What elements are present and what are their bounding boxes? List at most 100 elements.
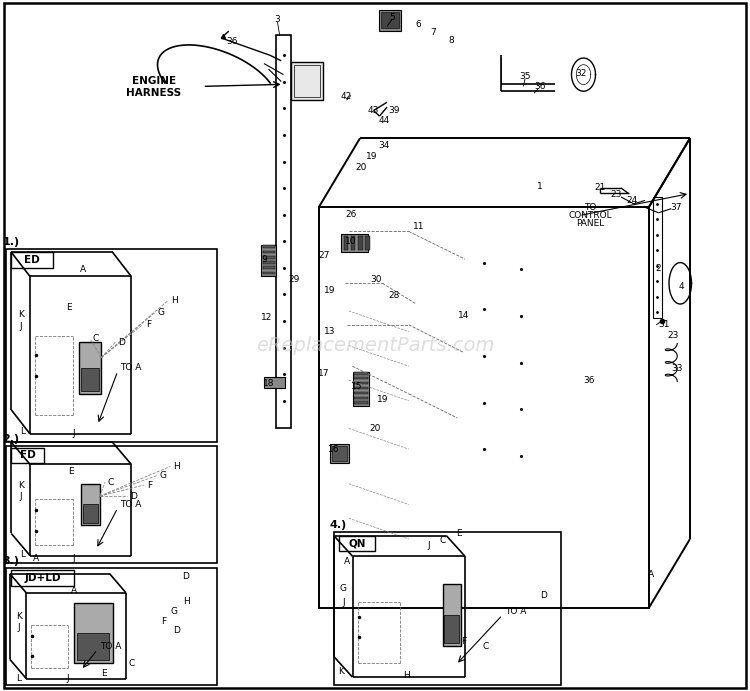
- Text: E: E: [66, 303, 72, 312]
- Text: 4: 4: [678, 282, 684, 292]
- Bar: [11, 448, 44, 463]
- Bar: [81, 484, 100, 525]
- Bar: [262, 261, 274, 264]
- Text: H: H: [183, 596, 189, 606]
- Text: TO A: TO A: [506, 607, 526, 616]
- Bar: [74, 603, 112, 663]
- Bar: [352, 372, 369, 406]
- Text: 36: 36: [583, 375, 595, 385]
- Text: A: A: [344, 556, 350, 566]
- Text: 12: 12: [261, 313, 273, 323]
- Text: QN: QN: [348, 538, 366, 549]
- Text: H: H: [404, 671, 410, 681]
- Bar: [262, 251, 274, 254]
- Bar: [11, 252, 53, 268]
- Bar: [262, 245, 274, 248]
- Bar: [79, 342, 101, 394]
- Bar: [6, 446, 217, 563]
- Text: 13: 13: [324, 327, 336, 337]
- Text: 39: 39: [388, 106, 400, 115]
- Text: G: G: [158, 307, 165, 317]
- Text: F: F: [461, 636, 466, 646]
- Text: C: C: [93, 334, 99, 343]
- Bar: [358, 236, 362, 250]
- Text: J: J: [72, 428, 75, 438]
- Text: G: G: [160, 471, 167, 480]
- Text: HARNESS: HARNESS: [126, 88, 182, 98]
- Text: J: J: [66, 674, 69, 683]
- Text: 23: 23: [667, 330, 679, 340]
- Text: J: J: [427, 541, 430, 551]
- Text: 34: 34: [378, 140, 390, 150]
- Text: 19: 19: [365, 151, 377, 161]
- Text: FD: FD: [20, 451, 35, 460]
- Bar: [354, 392, 368, 395]
- Text: 1: 1: [537, 182, 543, 191]
- Text: PANEL: PANEL: [576, 219, 604, 229]
- Bar: [334, 532, 561, 685]
- Bar: [82, 504, 98, 523]
- Bar: [6, 568, 217, 685]
- Bar: [354, 377, 368, 379]
- Text: K: K: [18, 480, 24, 490]
- Text: C: C: [483, 641, 489, 651]
- Text: 44: 44: [378, 115, 390, 125]
- Bar: [291, 62, 322, 100]
- Text: E: E: [100, 669, 106, 679]
- Text: C: C: [128, 659, 134, 668]
- Bar: [652, 197, 662, 318]
- Text: 21: 21: [594, 183, 606, 193]
- Bar: [81, 368, 99, 391]
- Bar: [262, 256, 274, 258]
- Bar: [262, 266, 274, 269]
- Bar: [330, 444, 349, 463]
- Text: C: C: [108, 477, 114, 487]
- Bar: [365, 236, 370, 250]
- Text: H: H: [170, 296, 177, 305]
- Text: L: L: [16, 674, 21, 683]
- Bar: [319, 207, 649, 608]
- Text: F: F: [161, 617, 166, 627]
- Text: 15: 15: [350, 382, 362, 392]
- Text: 10: 10: [345, 237, 357, 247]
- Bar: [294, 65, 320, 97]
- Text: ED: ED: [24, 255, 40, 265]
- Text: JD+LD: JD+LD: [24, 573, 61, 583]
- Text: 31: 31: [658, 320, 670, 330]
- Bar: [354, 372, 368, 375]
- Text: D: D: [172, 625, 180, 635]
- Text: A: A: [648, 570, 654, 580]
- Text: 2: 2: [656, 263, 662, 273]
- Bar: [442, 584, 461, 646]
- Text: J: J: [20, 491, 22, 501]
- Text: 8: 8: [448, 35, 454, 45]
- Text: 18: 18: [262, 379, 274, 388]
- Text: 14: 14: [458, 311, 470, 321]
- Bar: [354, 387, 368, 390]
- Bar: [351, 236, 355, 250]
- Text: 43: 43: [367, 106, 379, 115]
- Text: TO A: TO A: [100, 641, 122, 651]
- Text: 32: 32: [575, 69, 587, 79]
- Text: 20: 20: [356, 162, 368, 172]
- Text: 19: 19: [324, 285, 336, 295]
- Text: 11: 11: [413, 222, 424, 231]
- Text: J: J: [20, 321, 22, 331]
- Text: 4.): 4.): [330, 520, 347, 530]
- Text: 9: 9: [261, 254, 267, 264]
- Bar: [379, 10, 401, 31]
- Text: A: A: [70, 586, 76, 596]
- Text: C: C: [440, 536, 446, 545]
- Text: E: E: [68, 466, 74, 476]
- Text: G: G: [170, 607, 178, 616]
- Bar: [444, 615, 459, 643]
- Text: 36: 36: [534, 82, 546, 91]
- Text: 2.): 2.): [2, 434, 20, 444]
- Text: 35: 35: [519, 71, 531, 81]
- Text: F: F: [146, 320, 151, 330]
- Text: A: A: [80, 265, 86, 274]
- Text: K: K: [338, 667, 344, 676]
- Text: 27: 27: [318, 251, 330, 261]
- Bar: [332, 446, 346, 461]
- Text: eReplacementParts.com: eReplacementParts.com: [256, 336, 494, 355]
